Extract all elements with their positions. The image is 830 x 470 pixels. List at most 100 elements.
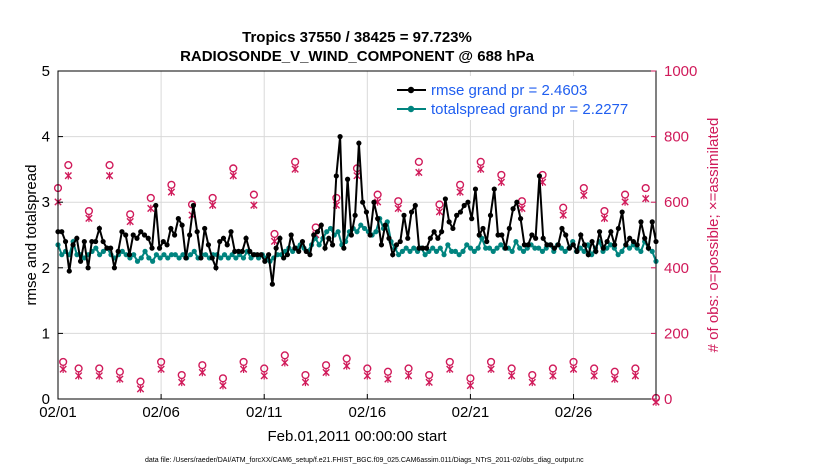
totalspread-point	[638, 248, 644, 254]
x-tick-label: 02/16	[349, 404, 387, 421]
totalspread-point	[146, 255, 152, 261]
rmse-point	[514, 199, 520, 205]
obs-possible-point	[394, 197, 403, 206]
rmse-point	[619, 209, 625, 215]
obs-possible-point	[291, 157, 300, 166]
left-tick-label: 3	[42, 194, 50, 211]
rmse-point	[548, 242, 554, 248]
totalspread-point	[150, 258, 156, 264]
rmse-point	[363, 209, 370, 215]
rmse-point	[296, 248, 302, 254]
rmse-point	[77, 258, 84, 264]
obs-possible-point	[239, 357, 248, 367]
line-layer	[55, 134, 659, 287]
obs-assimilated-point	[167, 188, 176, 196]
obs-assimilated-point	[569, 365, 578, 373]
x-axis-label: Feb.01,2011 00:00:00 start	[267, 428, 447, 445]
rmse-point	[405, 235, 411, 241]
obs-possible-point	[445, 357, 454, 367]
rmse-point	[217, 238, 223, 245]
totalspread-point	[176, 255, 182, 261]
legend-spread-marker	[407, 105, 415, 113]
legend-rmse-label: rmse grand pr = 2.4603	[431, 82, 587, 99]
x-tick-label: 02/01	[39, 404, 77, 421]
rmse-point	[85, 265, 91, 271]
rmse-point	[367, 232, 373, 238]
rmse-point	[250, 252, 257, 258]
obs-assimilated-point	[487, 365, 495, 373]
totalspread-point	[626, 245, 633, 251]
rmse-point	[281, 255, 287, 261]
totalspread-point	[203, 252, 209, 258]
y-axis-label-left: rmse and totalspread	[23, 165, 40, 306]
rmse-point	[480, 225, 486, 232]
left-tick-label: 0	[42, 391, 50, 408]
totalspread-point	[562, 248, 568, 254]
rmse-point	[329, 242, 336, 248]
totalspread-point	[187, 252, 194, 258]
obs-assimilated-point	[621, 198, 629, 206]
obs-possible-point	[260, 364, 269, 373]
totalspread-point	[471, 248, 477, 254]
rmse-point	[506, 225, 512, 232]
obs-possible-point	[373, 190, 382, 199]
totalspread-point	[358, 222, 364, 228]
rmse-point	[536, 173, 543, 179]
right-axis: 0 200 400 600 800 1000	[651, 63, 697, 408]
obs-assimilated-point	[229, 171, 237, 180]
totalspread-point	[218, 255, 224, 261]
rmse-point	[431, 229, 437, 235]
rmse-point	[371, 199, 377, 205]
obs-assimilated-point	[435, 207, 444, 216]
rmse-point	[190, 202, 196, 209]
right-tick-label: 600	[664, 194, 689, 211]
obs-possible-point	[301, 370, 310, 380]
totalspread-point	[165, 255, 171, 261]
rmse-point	[397, 238, 403, 245]
obs-possible-point	[126, 210, 135, 219]
totalspread-point	[558, 245, 564, 251]
chart-title-line2: RADIOSONDE_V_WIND_COMPONENT @ 688 hPa	[180, 48, 535, 65]
rmse-point	[393, 242, 400, 248]
totalspread-point	[240, 255, 247, 261]
right-tick-label: 200	[664, 325, 689, 342]
rmse-point	[273, 245, 279, 251]
totalspread-point	[607, 242, 614, 248]
rmse-point	[412, 202, 418, 209]
rmse-point	[205, 242, 212, 248]
rmse-point	[228, 229, 234, 235]
obs-assimilated-point	[136, 385, 145, 393]
obs-assimilated-point	[178, 378, 186, 387]
rmse-point	[378, 242, 385, 248]
x-tick-label: 02/06	[142, 404, 180, 421]
rmse-point	[266, 252, 272, 258]
rmse-point	[623, 242, 629, 248]
obs-possible-point	[476, 157, 485, 166]
totalspread-point	[430, 245, 436, 251]
obs-possible-point	[157, 357, 166, 367]
totalspread-point	[119, 248, 125, 254]
rmse-point	[566, 245, 573, 251]
obs-assimilated-point	[239, 365, 248, 373]
rmse-point	[288, 232, 294, 238]
rmse-point	[559, 225, 565, 232]
rmse-point	[145, 235, 151, 241]
rmse-point	[596, 229, 603, 235]
rmse-point	[518, 216, 524, 222]
rmse-point	[318, 222, 324, 228]
right-tick-label: 800	[664, 129, 689, 146]
totalspread-point	[509, 248, 515, 254]
rmse-point	[292, 245, 298, 251]
y-axis-label-right: # of obs: o=possible; ×=assimilated	[705, 118, 722, 353]
obs-possible-point	[641, 183, 650, 193]
obs-assimilated-point	[208, 201, 217, 209]
totalspread-point	[134, 258, 141, 264]
obs-possible-point	[486, 357, 496, 367]
totalspread-point	[396, 252, 402, 258]
rmse-point	[352, 212, 358, 218]
obs-possible-point	[229, 164, 238, 173]
totalspread-point	[449, 248, 455, 254]
obs-assimilated-point	[85, 214, 93, 223]
obs-possible-point	[332, 193, 341, 203]
rmse-point	[634, 242, 640, 248]
